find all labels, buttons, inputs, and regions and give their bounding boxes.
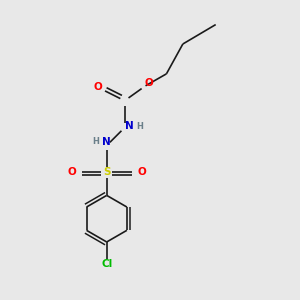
Text: H: H: [92, 137, 99, 146]
Text: N: N: [102, 137, 111, 147]
Text: N: N: [125, 122, 134, 131]
Text: O: O: [144, 78, 153, 88]
Text: Cl: Cl: [101, 260, 112, 269]
Text: O: O: [68, 167, 76, 177]
Text: S: S: [103, 167, 110, 177]
Text: H: H: [137, 122, 144, 131]
Text: O: O: [93, 82, 102, 92]
Text: O: O: [137, 167, 146, 177]
